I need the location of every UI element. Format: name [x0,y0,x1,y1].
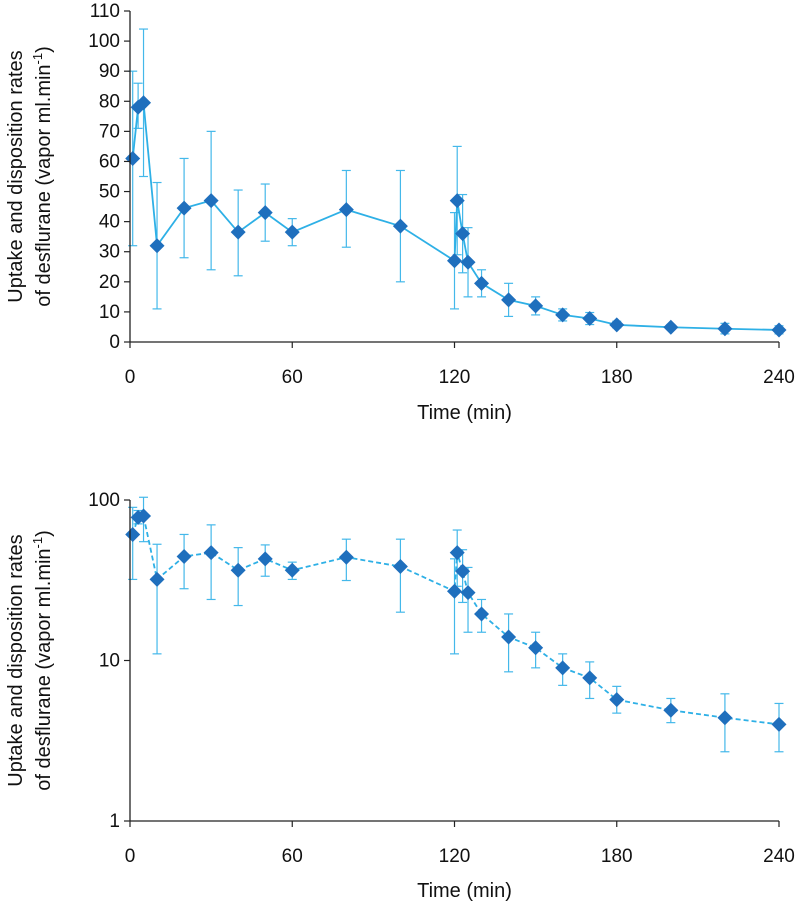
data-point-marker [771,716,787,732]
y-axis-label-line-1: Uptake and disposition rates [5,534,27,786]
y-axis-label-main: of desflurane (vapor ml.min [33,548,55,790]
data-point-marker [717,710,733,726]
data-point-marker [555,307,571,323]
y-tick-label: 1 [109,811,120,832]
y-axis-label-line-1: Uptake and disposition rates [5,50,27,302]
data-point-marker [447,253,462,269]
y-tick-label: 10 [99,302,120,323]
data-point-marker [392,218,408,234]
data-point-marker [455,226,471,242]
tick-labels: 1 10 100 0 60 120 180 240 [88,490,795,867]
x-axis-label: Time (min) [417,402,512,424]
linear-scale-chart: 0 10 20 30 40 50 60 70 80 90 100 110 0 60 120 180 240 Ti… [5,1,795,424]
y-tick-label: 20 [99,272,120,293]
data-point-marker [176,200,192,216]
data-point-marker [338,549,354,565]
data-point-marker [284,224,300,240]
y-tick-label: 40 [99,212,120,233]
y-axis-label-close: ) [33,530,55,537]
data-point-marker [257,205,273,221]
data-point-marker [771,322,787,338]
data-point-marker [474,275,490,291]
y-axis-label-line-2: of desflurane (vapor ml.min-1) [30,530,55,791]
error-bar [395,538,405,613]
y-tick-label: 100 [88,31,120,52]
error-bars [128,28,784,335]
data-point-marker [609,692,625,708]
y-tick-label: 30 [99,242,120,263]
data-point-marker [338,202,354,218]
data-point-marker [582,670,598,686]
data-point-marker [528,640,544,656]
log-scale-chart: 1 10 100 0 60 120 180 240 Time (min) Uptake and… [5,490,795,902]
error-bars [128,496,784,753]
data-point-marker [125,150,141,166]
x-tick-label: 60 [282,367,303,388]
data-point-marker [609,317,625,333]
error-bar [206,524,216,601]
data-point-marker [455,563,471,579]
y-tick-label: 80 [99,91,120,112]
x-tick-label: 120 [439,846,471,867]
x-tick-label: 0 [125,846,136,867]
y-tick-label: 110 [90,1,120,22]
data-point-marker [555,660,571,676]
error-bar [152,543,162,655]
x-tick-label: 60 [282,846,303,867]
x-tick-label: 240 [763,367,795,388]
x-tick-label: 180 [601,367,633,388]
y-tick-label: 10 [99,651,120,672]
data-point-marker [203,545,219,561]
data-point-marker [460,585,476,601]
data-point-marker [460,254,476,270]
x-tick-label: 0 [125,367,136,388]
data-markers [125,508,787,732]
data-point-marker [528,298,544,314]
data-point-marker [663,702,679,718]
data-point-marker [230,224,246,240]
data-point-marker [125,526,141,542]
axes [124,10,780,348]
y-tick-label: 50 [99,182,120,203]
data-point-marker [501,292,517,308]
y-axis-label-superscript: -1 [30,537,45,549]
x-axis-label: Time (min) [417,880,512,902]
data-point-marker [230,562,246,578]
x-tick-label: 120 [439,367,471,388]
data-point-marker [176,548,192,564]
y-axis-label-line-2: of desflurane (vapor ml.min-1) [30,46,55,307]
y-tick-label: 100 [88,490,120,511]
data-point-marker [663,319,679,335]
data-point-marker [203,193,219,209]
data-point-marker [257,551,273,567]
data-point-marker [447,583,462,599]
y-axis-label-main: of desflurane (vapor ml.min [33,64,55,306]
data-point-marker [149,238,165,254]
data-point-marker [501,629,517,645]
data-point-marker [136,95,152,111]
data-point-marker [474,606,490,622]
y-axis-label-superscript: -1 [30,53,45,65]
y-tick-label: 0 [109,332,120,353]
data-point-marker [149,571,165,587]
y-tick-label: 60 [99,151,120,172]
data-markers [125,95,787,338]
series-line [131,100,780,331]
data-point-marker [449,545,465,561]
x-tick-label: 240 [763,846,795,867]
data-point-marker [449,193,465,209]
data-point-marker [717,321,733,337]
data-point-marker [392,559,408,575]
data-point-marker [582,311,598,327]
y-tick-label: 90 [99,61,120,82]
tick-labels: 0 10 20 30 40 50 60 70 80 90 100 110 0 60 120 180 240 [88,1,795,388]
y-axis-label-close: ) [33,46,55,53]
data-point-marker [284,562,300,578]
series-line [131,514,780,726]
data-point-marker [136,508,152,524]
x-tick-label: 180 [601,846,633,867]
y-tick-label: 70 [99,121,120,142]
axes [124,499,780,827]
